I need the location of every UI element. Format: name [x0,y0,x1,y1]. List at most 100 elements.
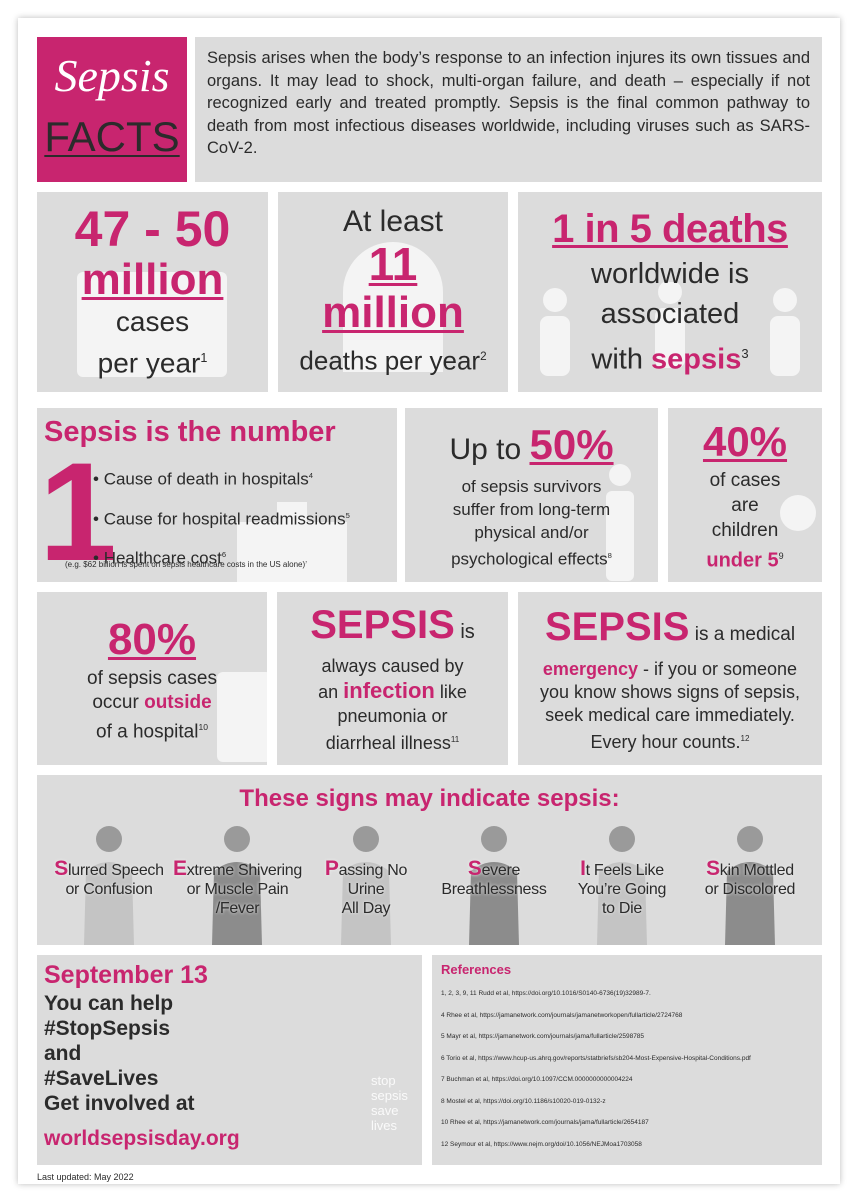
bullet-text: Cause for hospital readmissions [103,509,346,529]
reference: 6 Torio et al, https://www.hcup-us.ahrq.… [441,1054,751,1062]
title: Sepsis [54,50,170,101]
sign-line-text: You’re Going [577,881,667,898]
children-figure: 40% [702,418,788,466]
sign-initial: S [54,857,68,880]
footnote: 12 [740,733,750,743]
person-head [352,826,379,852]
sign-line: Passing No [302,858,430,880]
sign-text: Extreme Shivering or Muscle Pain/Fever [173,858,302,918]
bullet-item: • Cause for hospital readmissions5 [93,509,350,529]
sign-text: Slurred Speech or Confusion [45,857,173,899]
survivors-figure: 50% [529,420,614,468]
infection-text: diarrheal illness [325,733,451,753]
sign-line: Skin Mottled [686,857,814,880]
infection-line: an infection like [318,678,467,705]
outside-text: of a hospital [96,721,199,743]
sign-line: It Feels Like [558,858,686,880]
sign-line: /Fever [173,899,302,918]
emergency-line: emergency - if you or someone [543,658,797,681]
person-body [84,862,134,945]
bullet-text: Healthcare cost [103,548,222,568]
title-box: Sepsis FACTS [37,37,187,182]
sign-line: Urine [302,880,430,899]
person-icon [596,826,647,945]
logo-word: save [371,1103,399,1118]
deaths-box: At least 11 million deaths per year2 [278,192,508,392]
infection-text: an [318,682,339,702]
survivors-text: of sepsis survivors [461,476,602,496]
person-head [736,826,763,852]
sign-line-text: assing No [338,862,408,879]
children-line: are [731,495,759,517]
infection-line: always caused by [321,656,464,676]
people-icon [540,282,800,376]
infection-text: like [439,682,467,702]
person-head [224,826,251,852]
campaign-date: September 13 [44,961,208,989]
signs-box: These signs may indicate sepsis: Slurred… [37,775,822,945]
survivors-text: suffer from long-term [452,499,611,519]
intro-box: Sepsis arises when the body’s response t… [195,37,822,182]
number-one-title: Sepsis is the number [44,416,336,448]
sign-line-text: t Feels Like [585,862,665,879]
ball-icon [780,495,816,531]
person-body [340,862,391,945]
sign-line-text: evere [481,862,521,879]
deaths-figure: 11 [368,238,418,291]
emergency-title: SEPSIS [544,604,690,649]
deaths-unit: million [322,288,464,338]
share-emphasis: sepsis [651,343,742,376]
footnote: 2 [480,350,487,364]
sign-line-text: kin Mottled [719,862,794,879]
emergency-head: SEPSIS is a medical [545,604,795,658]
cases-period: per year1 [98,340,208,381]
logo-word: lives [371,1118,398,1133]
infection-after-title: is [460,621,475,643]
survivors-line: suffer from long-term [451,498,612,521]
sign-line: or Confusion [45,880,173,899]
footnote: 8 [607,550,612,560]
signs-row: Slurred Speech or Confusion Extreme Shiver… [45,821,814,945]
sign-line-text: All Day [341,900,391,917]
infection-line: pneumonia or [337,706,448,726]
survivors-line: of sepsis survivors [451,475,612,498]
outside-emphasis: outside [144,691,212,713]
footnote: 10 [198,721,208,732]
survivors-lines: of sepsis survivors suffer from long-term… [451,475,612,571]
survivors-text: psychological effects [451,549,608,569]
sign-line: Breathlessness [430,880,558,899]
cases-period-text: per year [97,347,201,379]
emergency-line: you know shows signs of sepsis, [539,681,801,702]
share-line: worldwide is [591,258,749,291]
subtitle: FACTS [44,113,180,160]
sign-text: It Feels Like You’re Going to Die [558,858,686,918]
footnote: 5 [345,510,350,520]
campaign-line: #StopSepsis [44,1017,171,1040]
logo: stop sepsis save lives [371,1073,408,1133]
footnote: 7 [305,560,308,565]
deaths-intro: At least [342,205,444,239]
sign-initial: S [706,857,720,880]
footer: Last updated: May 2022 [37,1172,134,1182]
sign-initial: S [467,857,482,880]
person-body [596,862,647,945]
cases-label: cases [115,306,190,338]
bullet-text: Cause of death in hospitals [103,469,309,489]
person-body [724,862,775,945]
outside-figure: 80% [107,614,197,664]
campaign-line: #SaveLives [44,1067,159,1090]
footnote: 4 [308,471,314,480]
survivors-line: psychological effects8 [451,544,612,571]
sign-line: Slurred Speech [45,857,173,880]
person-body [212,862,263,945]
infection-line: diarrheal illness11 [326,728,459,755]
sign: Severe Breathlessness [430,821,558,945]
reference: 10 Rhee et al, https://jamanetwork.com/j… [441,1119,649,1126]
person-icon [84,826,134,945]
sign-line-text: /Fever [215,900,260,917]
survivors-line: physical and/or [451,521,612,544]
sign-line: Severe [430,857,558,880]
sign-line: to Die [558,899,686,918]
person-icon [340,826,391,945]
outside-line: occur outside [92,691,211,715]
